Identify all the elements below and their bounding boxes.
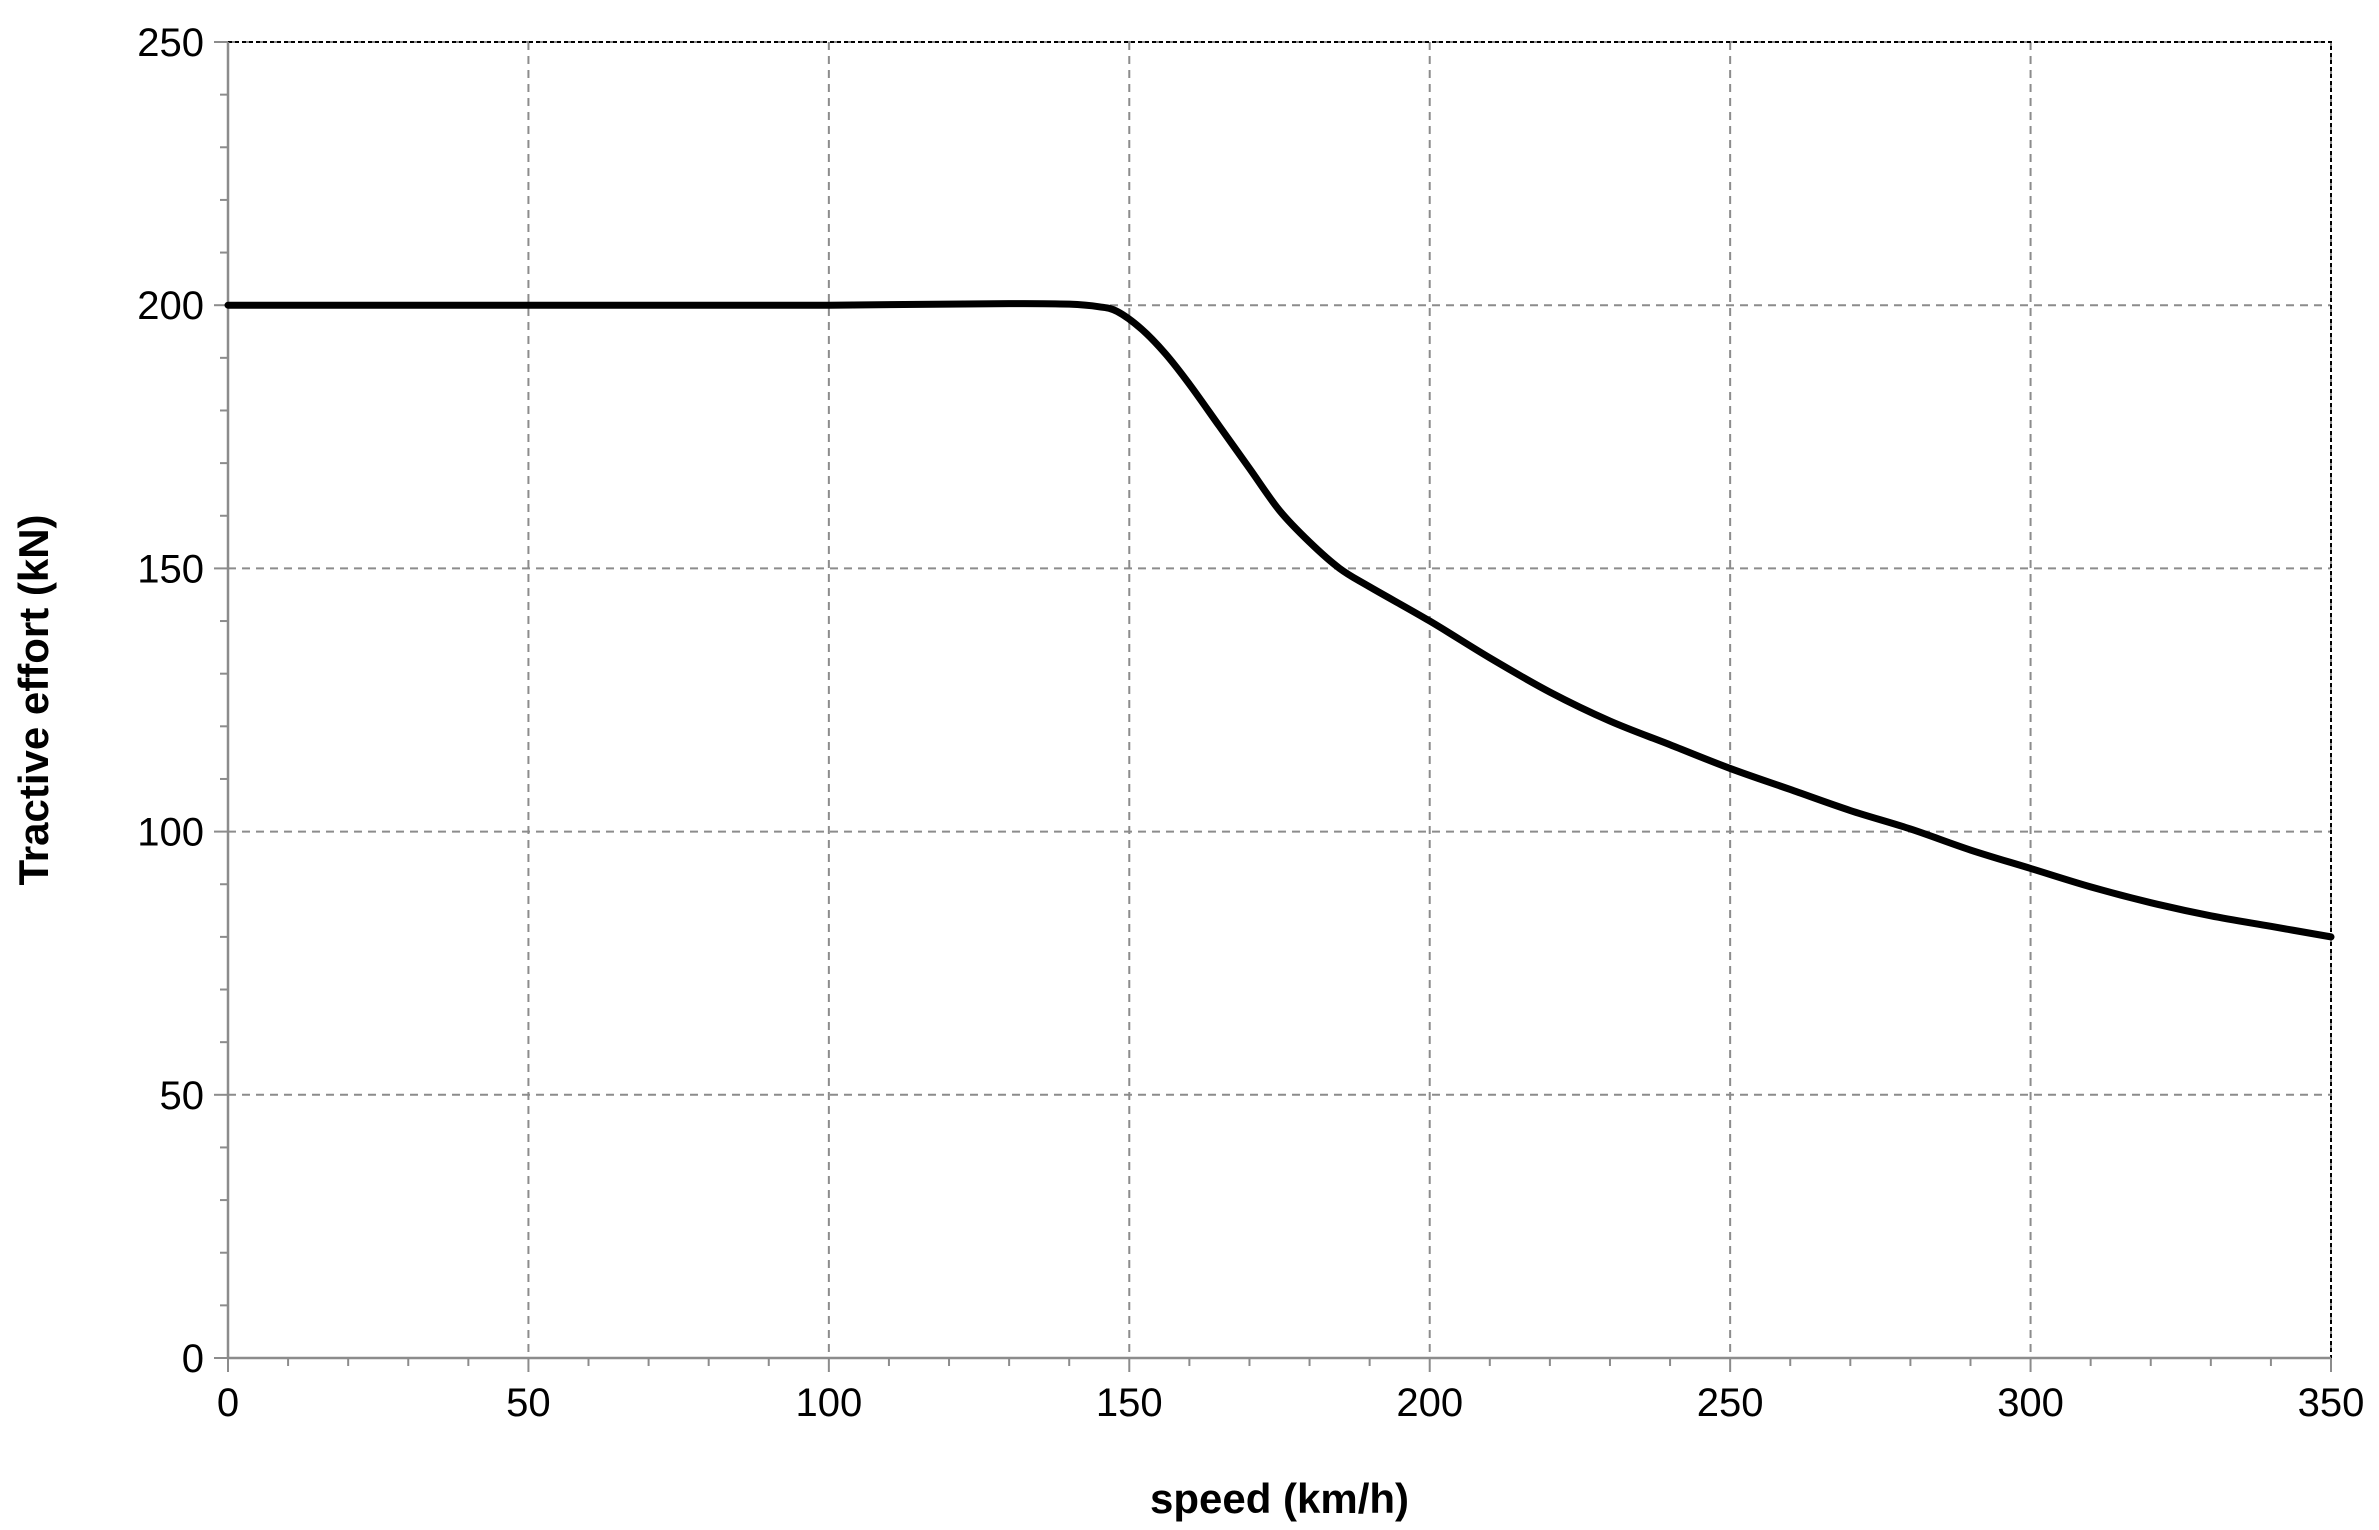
y-tick-label-4: 200 — [137, 284, 204, 328]
tick-labels: 0 50 100 150 200 250 300 350 0 50 100 150 200 250 — [137, 21, 2364, 1425]
axes — [226, 42, 2331, 1360]
x-axis-title: speed (km/h) — [1150, 1475, 1409, 1522]
y-axis-title: Tractive effort (kN) — [10, 514, 57, 885]
x-tick-label-2: 100 — [795, 1381, 862, 1425]
y-tick-label-3: 150 — [137, 547, 204, 591]
plot-border — [227, 41, 2332, 1359]
x-tick-label-6: 300 — [1997, 1381, 2064, 1425]
y-tick-label-1: 50 — [160, 1074, 205, 1118]
x-tick-label-7: 350 — [2298, 1381, 2365, 1425]
x-tick-label-1: 50 — [506, 1381, 551, 1425]
x-tick-label-5: 250 — [1697, 1381, 1764, 1425]
x-tick-label-3: 150 — [1096, 1381, 1163, 1425]
series-layer — [224, 300, 2335, 941]
y-tick-label-0: 0 — [182, 1337, 204, 1381]
x-tick-label-0: 0 — [217, 1381, 239, 1425]
grid-lines — [228, 41, 2332, 1358]
x-tick-label-4: 200 — [1396, 1381, 1463, 1425]
series-line-0 — [224, 300, 2335, 941]
y-tick-label-5: 250 — [137, 21, 204, 65]
y-tick-label-2: 100 — [137, 811, 204, 855]
axis-ticks — [214, 41, 2332, 1372]
